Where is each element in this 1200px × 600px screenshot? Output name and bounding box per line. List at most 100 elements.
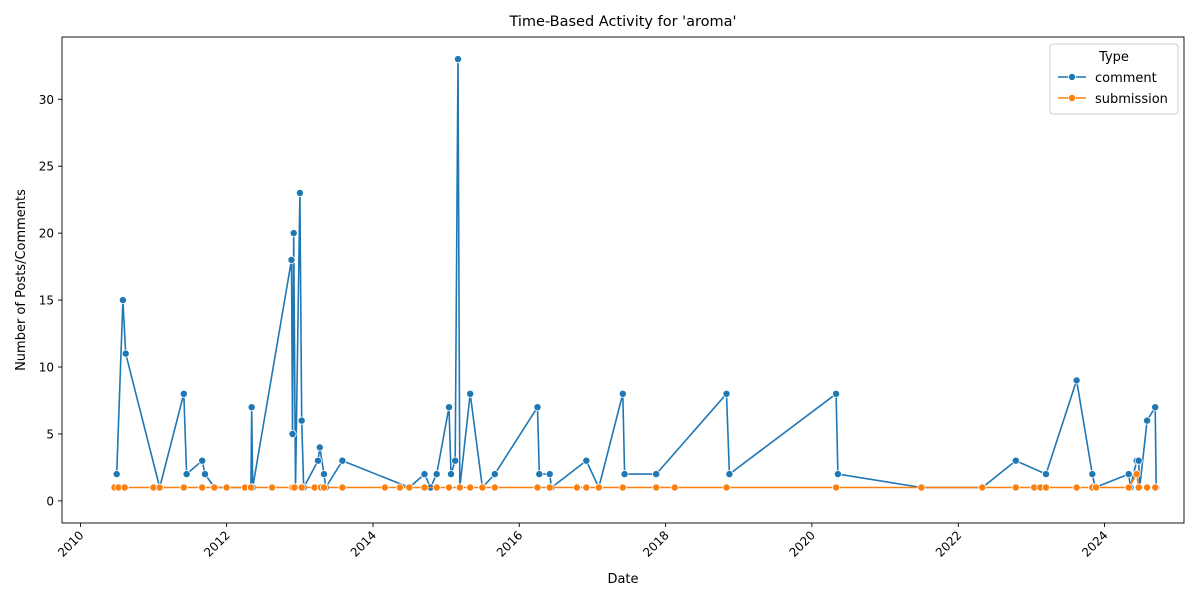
submission-point — [1124, 483, 1133, 492]
submission-point — [618, 483, 627, 492]
comment-point — [1134, 456, 1143, 465]
comment-point — [533, 403, 542, 412]
x-tick-label: 2020 — [786, 528, 817, 559]
comment-point — [545, 470, 554, 479]
submission-point — [572, 483, 581, 492]
comment-point — [466, 389, 475, 398]
submission-point — [120, 483, 129, 492]
submission-point — [545, 483, 554, 492]
submission-point — [533, 483, 542, 492]
legend-title: Type — [1098, 50, 1129, 65]
submission-point — [722, 483, 731, 492]
comment-point — [198, 456, 207, 465]
x-tick-label: 2016 — [494, 528, 525, 559]
y-tick-label: 15 — [39, 294, 54, 308]
submission-point — [380, 483, 389, 492]
submission-point — [420, 483, 429, 492]
comment-point — [620, 470, 629, 479]
submission-point — [455, 483, 464, 492]
series-layer — [110, 55, 1161, 492]
comment-point — [1042, 470, 1051, 479]
comment-point — [582, 456, 591, 465]
comment-point — [1011, 456, 1020, 465]
legend: Type comment submission — [1049, 43, 1179, 115]
submission-point — [319, 483, 328, 492]
comment-point — [315, 443, 324, 452]
submission-point — [268, 483, 277, 492]
comment-point — [444, 403, 453, 412]
comment-point — [182, 470, 191, 479]
comment-point — [618, 389, 627, 398]
submission-point — [395, 483, 404, 492]
comment-point — [535, 470, 544, 479]
comment-point — [289, 229, 298, 238]
comment-point — [287, 255, 296, 264]
comment-point — [288, 429, 297, 438]
x-tick-label: 2018 — [640, 528, 671, 559]
comment-point — [722, 389, 731, 398]
submission-point — [210, 483, 219, 492]
comment-point — [319, 470, 328, 479]
comment-point — [833, 470, 842, 479]
x-tick-label: 2010 — [55, 528, 86, 559]
y-axis-ticks: 0 5 10 15 20 25 30 — [39, 93, 62, 508]
submission-point — [198, 483, 207, 492]
comment-point — [313, 456, 322, 465]
comment-point — [432, 470, 441, 479]
plot-frame — [61, 36, 1185, 524]
x-tick-label: 2024 — [1079, 528, 1110, 559]
submission-point — [670, 483, 679, 492]
y-axis-label: Number of Posts/Comments — [14, 189, 29, 371]
comment-point — [247, 403, 256, 412]
comment-point — [652, 470, 661, 479]
submission-point — [338, 483, 347, 492]
y-tick-label: 10 — [39, 361, 54, 375]
series-line-comment — [115, 58, 1157, 489]
comment-point — [297, 416, 306, 425]
comment-point — [1151, 403, 1160, 412]
comment-point — [453, 55, 462, 64]
submission-point — [1011, 483, 1020, 492]
x-axis-label: Date — [607, 572, 638, 587]
legend-comment-marker — [1068, 73, 1077, 82]
chart-title: Time-Based Activity for 'aroma' — [508, 14, 736, 30]
y-tick-label: 25 — [39, 160, 54, 174]
comment-point — [420, 470, 429, 479]
comment-point — [451, 456, 460, 465]
submission-point — [444, 483, 453, 492]
submission-point — [1132, 470, 1141, 479]
submission-point — [1042, 483, 1051, 492]
legend-submission-label: submission — [1095, 92, 1168, 107]
submission-point — [155, 483, 164, 492]
submission-point — [478, 483, 487, 492]
comment-point — [295, 188, 304, 197]
submission-point — [978, 483, 987, 492]
comment-point — [446, 470, 455, 479]
submission-point — [466, 483, 475, 492]
submission-point — [594, 483, 603, 492]
comment-point — [1124, 470, 1133, 479]
comment-point — [118, 296, 127, 305]
submission-point — [490, 483, 499, 492]
y-tick-label: 5 — [46, 427, 54, 441]
submission-point — [222, 483, 231, 492]
comment-point — [179, 389, 188, 398]
x-axis-ticks: 2010 2012 2014 2016 2018 2020 2022 2024 — [55, 523, 1111, 560]
comment-point — [338, 456, 347, 465]
submission-point — [582, 483, 591, 492]
y-tick-label: 0 — [46, 494, 54, 508]
legend-box — [1049, 43, 1179, 115]
comment-point — [490, 470, 499, 479]
submission-point — [1151, 483, 1160, 492]
submission-point — [1092, 483, 1101, 492]
x-tick-label: 2012 — [201, 528, 232, 559]
submission-point — [179, 483, 188, 492]
submission-point — [832, 483, 841, 492]
comment-point — [121, 349, 130, 358]
comment-point — [200, 470, 209, 479]
comment-point — [1072, 376, 1081, 385]
submission-point — [917, 483, 926, 492]
submission-point — [405, 483, 414, 492]
y-tick-label: 20 — [39, 227, 54, 241]
